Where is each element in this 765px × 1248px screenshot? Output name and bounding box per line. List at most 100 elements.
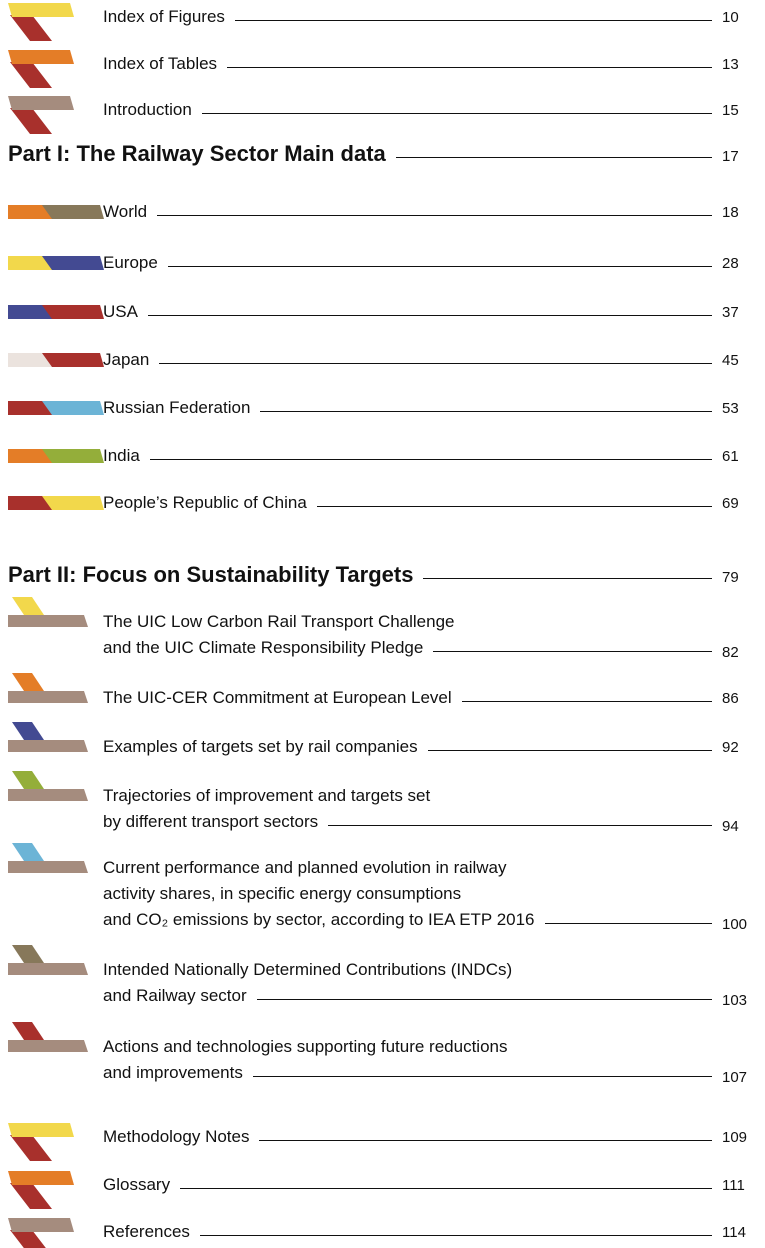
toc-entry: Trajectories of improvement and targets …	[103, 783, 720, 835]
leader-line	[256, 998, 712, 1000]
entry-text: Index of Tables	[103, 54, 218, 73]
entry-line: Introduction	[103, 97, 720, 123]
entry-line: Part II: Focus on Sustainability Targets	[8, 560, 720, 590]
icon-shape	[8, 50, 74, 64]
entry-line: Part I: The Railway Sector Main data	[8, 139, 720, 169]
toc-entry: Actions and technologies supporting futu…	[103, 1034, 720, 1086]
icon-shape	[8, 449, 52, 463]
icon-shape	[12, 597, 44, 615]
entry-line: and improvements	[103, 1060, 720, 1086]
page-number: 107	[722, 1069, 748, 1086]
leader-line	[234, 19, 712, 21]
icon-shape	[40, 256, 104, 270]
icon-shape	[10, 108, 52, 134]
icon-shape	[8, 789, 88, 801]
entry-text: Europe	[103, 253, 158, 272]
entry-text: and Railway sector	[103, 986, 247, 1005]
leader-line	[316, 505, 712, 507]
leader-line	[395, 156, 712, 158]
page-number: 61	[722, 448, 739, 465]
toc-entry: Index of Figures	[103, 4, 720, 30]
entry-line: Trajectories of improvement and targets …	[103, 783, 720, 809]
entry-line: India	[103, 443, 720, 469]
page-number: 94	[722, 818, 739, 835]
icon-shape	[40, 353, 104, 367]
entry-line: Methodology Notes	[103, 1124, 720, 1150]
leader-line	[199, 1234, 712, 1236]
entry-text: USA	[103, 302, 138, 321]
leader-line	[252, 1075, 712, 1077]
icon-shape	[8, 401, 52, 415]
entry-text: Introduction	[103, 100, 192, 119]
page-number: 79	[722, 569, 739, 586]
icon-shape	[40, 305, 104, 319]
toc-entry: The UIC-CER Commitment at European Level	[103, 685, 720, 711]
leader-line	[461, 700, 712, 702]
toc-entry: Russian Federation	[103, 395, 720, 421]
entry-text: Glossary	[103, 1175, 171, 1194]
entry-line: References	[103, 1219, 720, 1245]
entry-text: People’s Republic of China	[103, 493, 307, 512]
leader-line	[260, 410, 712, 412]
leader-line	[201, 112, 712, 114]
page-number: 82	[722, 644, 739, 661]
entry-text: World	[103, 202, 148, 221]
page-number: 18	[722, 204, 739, 221]
icon-shape	[8, 963, 88, 975]
icon-shape	[10, 15, 52, 41]
entry-line: Japan	[103, 347, 720, 373]
entry-line: Europe	[103, 250, 720, 276]
entry-text: and improvements	[103, 1063, 243, 1082]
icon-shape	[8, 740, 88, 752]
leader-line	[328, 824, 712, 826]
icon-shape	[12, 843, 44, 861]
leader-line	[149, 458, 712, 460]
entry-text: Actions and technologies supporting futu…	[103, 1037, 508, 1056]
entry-line: Actions and technologies supporting futu…	[103, 1034, 720, 1060]
entry-line: Examples of targets set by rail companie…	[103, 734, 720, 760]
toc-entry: Examples of targets set by rail companie…	[103, 734, 720, 760]
icon-shape	[12, 1022, 44, 1040]
entry-line: Index of Figures	[103, 4, 720, 30]
entry-line: by different transport sectors	[103, 809, 720, 835]
page-number: 13	[722, 56, 739, 73]
icon-shape	[40, 496, 104, 510]
leader-line	[227, 66, 712, 68]
toc-entry: Introduction	[103, 97, 720, 123]
leader-line	[433, 650, 712, 652]
entry-line: and CO₂ emissions by sector, according t…	[103, 907, 720, 933]
entry-line: The UIC Low Carbon Rail Transport Challe…	[103, 609, 720, 635]
entry-text: Part I: The Railway Sector Main data	[8, 141, 386, 166]
page-number: 109	[722, 1129, 748, 1146]
entry-text: Methodology Notes	[103, 1127, 250, 1146]
page-number: 15	[722, 102, 739, 119]
page-number: 114	[722, 1224, 746, 1241]
icon-shape	[8, 615, 88, 627]
icon-shape	[8, 691, 88, 703]
icon-shape	[8, 496, 52, 510]
part-heading: Part I: The Railway Sector Main data	[8, 139, 720, 169]
toc-entry: India	[103, 443, 720, 469]
entry-text: The UIC-CER Commitment at European Level	[103, 688, 452, 707]
leader-line	[180, 1187, 712, 1189]
entry-text: The UIC Low Carbon Rail Transport Challe…	[103, 612, 455, 631]
icon-shape	[8, 1040, 88, 1052]
icon-shape	[10, 1135, 52, 1161]
entry-text: India	[103, 446, 140, 465]
icon-shape	[12, 771, 44, 789]
page-number: 10	[722, 9, 739, 26]
icon-shape	[8, 1123, 74, 1137]
toc-entry: USA	[103, 299, 720, 325]
page-number: 17	[722, 148, 739, 165]
icon-shape	[40, 205, 104, 219]
entry-text: Russian Federation	[103, 398, 251, 417]
entry-text: and CO₂ emissions by sector, according t…	[103, 910, 535, 929]
page-number: 111	[722, 1177, 745, 1194]
toc-entry: Methodology Notes	[103, 1124, 720, 1150]
entry-line: Current performance and planned evolutio…	[103, 855, 720, 881]
toc-entry: References	[103, 1219, 720, 1245]
icon-shape	[8, 1171, 74, 1185]
entry-line: The UIC-CER Commitment at European Level	[103, 685, 720, 711]
icon-shape	[8, 256, 52, 270]
entry-line: Intended Nationally Determined Contribut…	[103, 957, 720, 983]
